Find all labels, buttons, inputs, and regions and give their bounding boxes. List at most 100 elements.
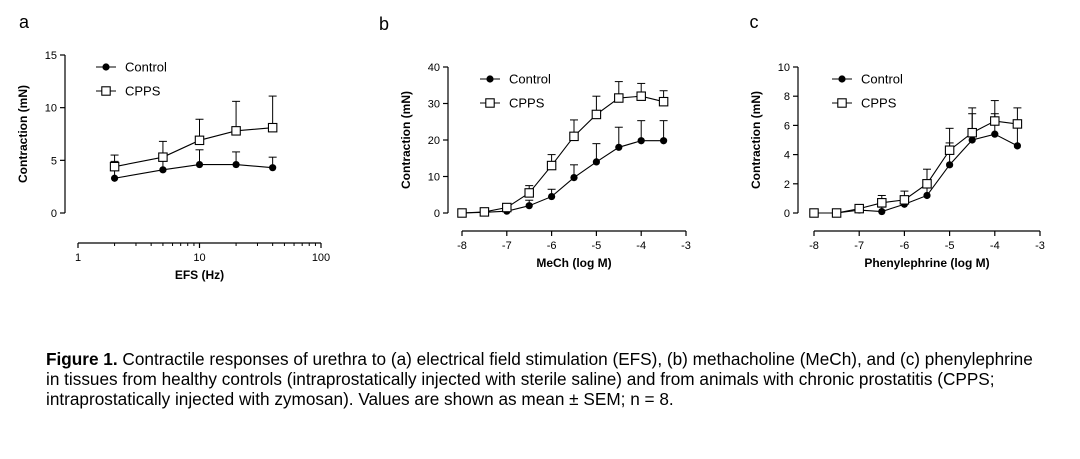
cpps-series-line xyxy=(114,127,273,168)
x-tick-label: -7 xyxy=(502,240,512,252)
cpps-point xyxy=(899,195,910,205)
cpps-point xyxy=(944,145,955,155)
cpps-point xyxy=(524,188,534,198)
cpps-point xyxy=(967,127,977,138)
cpps-point xyxy=(831,208,842,218)
cpps-point xyxy=(636,91,646,101)
control-point xyxy=(660,137,668,145)
cpps-point xyxy=(158,152,168,162)
y-tick-label: 10 xyxy=(778,62,790,74)
x-tick-label: -6 xyxy=(900,240,910,252)
cpps-series-line xyxy=(814,120,1018,214)
y-tick-label: 40 xyxy=(428,62,440,74)
cpps-point xyxy=(267,122,278,133)
x-tick-label: 1 xyxy=(75,252,81,264)
control-point xyxy=(1013,142,1022,150)
control-point xyxy=(548,192,556,201)
cpps-series-line xyxy=(461,95,664,214)
cpps-point xyxy=(922,179,932,189)
cpps-point xyxy=(854,203,864,214)
x-axis-label: Phenylephrine (log M) xyxy=(864,256,989,270)
y-tick-label: 0 xyxy=(434,208,440,220)
legend-control-marker xyxy=(838,75,846,83)
panel-label-a: a xyxy=(19,12,30,32)
control-point xyxy=(615,143,623,151)
y-tick-label: 8 xyxy=(784,91,790,103)
y-tick-label: 10 xyxy=(428,172,440,184)
control-point xyxy=(525,202,533,210)
legend-cpps-label: CPPS xyxy=(861,96,897,111)
legend-control-label: Control xyxy=(861,72,903,87)
control-point xyxy=(110,174,119,182)
legend-cpps-marker xyxy=(101,86,111,96)
cpps-point xyxy=(658,96,669,107)
control-point xyxy=(968,136,976,144)
x-tick-label: -6 xyxy=(547,240,557,252)
legend-control-marker xyxy=(102,63,110,71)
x-tick-label: -8 xyxy=(457,240,467,252)
legend-cpps-marker xyxy=(485,98,495,108)
legend-cpps-label: CPPS xyxy=(125,84,161,99)
y-axis-label: Contraction (mN) xyxy=(16,85,30,183)
x-tick-label: -3 xyxy=(681,240,691,252)
y-tick-label: 6 xyxy=(784,120,790,132)
cpps-point xyxy=(1012,119,1023,129)
control-point xyxy=(232,160,240,169)
legend-control-label: Control xyxy=(125,60,167,75)
legend-cpps-label: CPPS xyxy=(509,96,545,111)
control-point xyxy=(570,173,578,182)
caption-figure-number: Figure 1. xyxy=(46,349,118,369)
cpps-point xyxy=(231,126,241,136)
x-tick-label: -7 xyxy=(854,240,864,252)
x-tick-label: 100 xyxy=(312,252,330,264)
cpps-point xyxy=(877,198,887,208)
y-tick-label: 4 xyxy=(784,150,790,162)
figure-caption: Figure 1. Contractile responses of ureth… xyxy=(46,349,1046,409)
y-tick-label: 2 xyxy=(784,179,790,191)
control-point xyxy=(195,160,204,169)
cpps-point xyxy=(502,202,512,213)
control-point xyxy=(946,161,954,169)
panel-label-b: b xyxy=(379,14,389,34)
x-tick-label: 10 xyxy=(193,252,205,264)
control-series-line xyxy=(814,133,1018,214)
legend-cpps-marker xyxy=(837,98,847,108)
y-axis-label: Contraction (mN) xyxy=(749,91,763,189)
x-tick-label: -4 xyxy=(636,240,646,252)
y-tick-label: 5 xyxy=(51,155,57,167)
control-point xyxy=(878,207,886,216)
cpps-point xyxy=(546,160,557,171)
cpps-point xyxy=(479,207,490,217)
control-series-line xyxy=(114,163,273,179)
control-point xyxy=(637,137,645,145)
cpps-point xyxy=(194,135,205,146)
cpps-error-bar xyxy=(232,100,241,131)
cpps-point xyxy=(990,116,1000,126)
control-point xyxy=(991,130,999,138)
x-tick-label: -3 xyxy=(1035,240,1045,252)
legend-control-marker xyxy=(486,75,494,83)
x-axis-label: MeCh (log M) xyxy=(536,256,611,270)
x-tick-label: -8 xyxy=(809,240,819,252)
x-tick-label: -5 xyxy=(945,240,955,252)
y-tick-label: 30 xyxy=(428,99,440,111)
y-tick-label: 0 xyxy=(51,208,57,220)
control-point xyxy=(269,164,277,172)
cpps-point xyxy=(614,93,624,103)
cpps-point xyxy=(569,131,579,142)
y-tick-label: 20 xyxy=(428,135,440,147)
caption-text: Contractile responses of urethra to (a) … xyxy=(46,349,1033,409)
cpps-point xyxy=(109,161,120,172)
cpps-point xyxy=(591,109,602,120)
y-tick-label: 10 xyxy=(45,103,57,115)
control-point xyxy=(592,158,601,166)
legend-control-label: Control xyxy=(509,72,551,87)
control-point xyxy=(159,166,167,174)
cpps-point xyxy=(457,208,467,218)
y-tick-label: 15 xyxy=(45,50,57,62)
x-axis-label: EFS (Hz) xyxy=(175,268,224,282)
control-series-line xyxy=(461,140,664,214)
y-axis-label: Contraction (mN) xyxy=(399,91,413,189)
x-tick-label: -4 xyxy=(990,240,1000,252)
